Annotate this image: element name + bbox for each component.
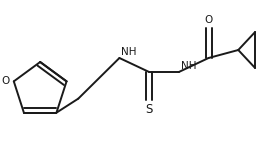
Text: O: O — [2, 76, 10, 86]
Text: NH: NH — [121, 47, 137, 57]
Text: NH: NH — [181, 61, 196, 71]
Text: O: O — [205, 15, 213, 25]
Text: S: S — [146, 103, 153, 116]
